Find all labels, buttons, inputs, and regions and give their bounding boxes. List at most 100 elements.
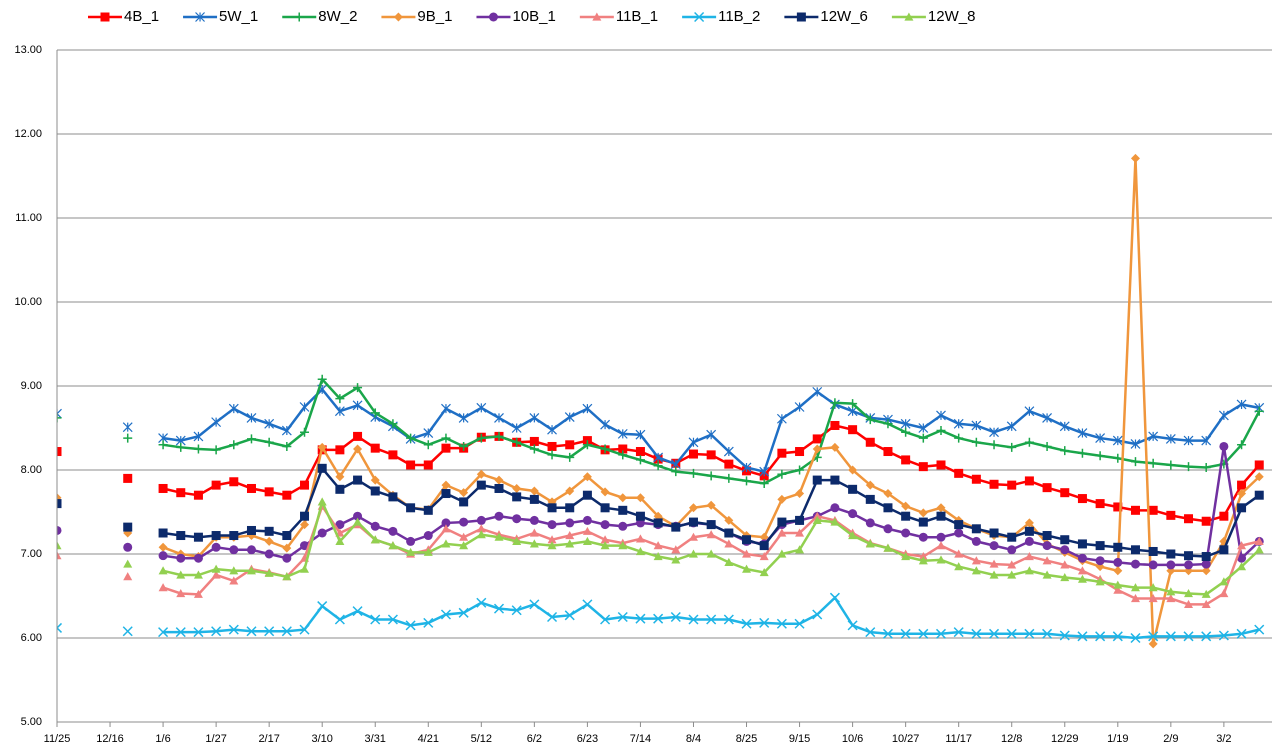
marker xyxy=(57,541,62,550)
marker xyxy=(1130,153,1140,163)
marker xyxy=(335,445,345,455)
marker xyxy=(848,509,858,519)
marker xyxy=(529,539,539,548)
marker xyxy=(423,460,433,470)
marker xyxy=(1184,588,1194,598)
marker xyxy=(635,493,645,503)
marker xyxy=(1077,566,1087,575)
marker xyxy=(759,532,769,542)
marker xyxy=(723,446,734,457)
marker xyxy=(883,503,893,513)
x-tick-label: 11/17 xyxy=(945,733,972,745)
marker xyxy=(57,408,62,419)
legend-label: 5W_1 xyxy=(219,8,258,25)
marker xyxy=(529,412,540,423)
marker xyxy=(565,539,575,548)
marker xyxy=(901,427,911,437)
marker xyxy=(759,541,769,551)
marker xyxy=(229,566,239,575)
marker xyxy=(635,613,646,624)
marker xyxy=(954,528,964,538)
marker xyxy=(1024,536,1034,546)
marker xyxy=(1166,594,1176,603)
marker xyxy=(1042,628,1053,639)
marker xyxy=(1130,594,1140,603)
marker xyxy=(158,440,168,450)
marker xyxy=(282,490,292,500)
marker xyxy=(123,473,133,483)
marker xyxy=(1148,631,1159,642)
marker xyxy=(176,588,186,598)
marker xyxy=(193,627,204,638)
marker xyxy=(547,611,558,623)
marker xyxy=(688,614,699,625)
marker xyxy=(264,568,274,577)
marker xyxy=(512,483,522,493)
series-line xyxy=(163,595,1260,640)
marker xyxy=(883,419,893,429)
marker xyxy=(1201,516,1211,526)
marker xyxy=(1166,587,1176,596)
marker xyxy=(635,447,645,457)
marker xyxy=(971,474,981,484)
marker xyxy=(441,518,451,528)
marker xyxy=(954,549,964,558)
marker xyxy=(1060,535,1070,545)
marker xyxy=(777,517,787,527)
marker xyxy=(193,589,203,598)
marker xyxy=(193,431,204,442)
marker xyxy=(759,478,769,488)
marker xyxy=(1060,573,1070,582)
marker xyxy=(670,459,681,470)
marker xyxy=(1130,632,1141,644)
marker xyxy=(458,412,469,423)
marker xyxy=(123,522,133,532)
marker xyxy=(423,617,434,628)
marker xyxy=(57,551,62,560)
marker xyxy=(229,531,239,541)
marker xyxy=(936,555,946,564)
marker xyxy=(1007,532,1017,542)
marker xyxy=(1024,518,1034,528)
marker xyxy=(971,566,981,575)
marker xyxy=(423,505,433,515)
marker xyxy=(812,609,823,620)
marker xyxy=(724,459,734,469)
legend-label: 12W_8 xyxy=(928,8,976,25)
marker xyxy=(529,436,539,446)
x-tick-label: 10/27 xyxy=(892,733,920,745)
marker xyxy=(1237,553,1247,563)
marker xyxy=(653,452,664,463)
marker xyxy=(618,493,628,503)
marker xyxy=(335,520,345,530)
marker xyxy=(600,487,610,497)
marker xyxy=(264,487,274,497)
marker xyxy=(759,552,769,561)
marker xyxy=(494,412,504,423)
marker xyxy=(635,429,646,440)
marker xyxy=(476,402,487,413)
marker xyxy=(193,532,203,542)
marker xyxy=(193,570,203,579)
marker xyxy=(211,570,221,579)
marker xyxy=(812,475,822,485)
marker xyxy=(847,406,858,417)
marker xyxy=(1060,446,1070,456)
marker xyxy=(1060,488,1070,498)
marker xyxy=(1042,483,1052,493)
x-tick-label: 9/15 xyxy=(789,733,810,745)
marker xyxy=(476,469,486,479)
marker xyxy=(688,517,698,527)
marker xyxy=(195,12,205,22)
marker xyxy=(1007,545,1017,555)
axes: 5.00 6.00 7.00 8.00 9.00 10.00 11.00 12.00 13.00… xyxy=(14,44,1272,745)
x-tick-label: 10/6 xyxy=(842,733,863,745)
marker xyxy=(565,486,575,496)
marker xyxy=(529,486,539,496)
marker xyxy=(1059,630,1070,641)
marker xyxy=(600,535,610,544)
marker xyxy=(618,541,628,550)
marker xyxy=(1006,628,1017,639)
marker xyxy=(759,567,769,577)
marker xyxy=(1042,541,1052,551)
